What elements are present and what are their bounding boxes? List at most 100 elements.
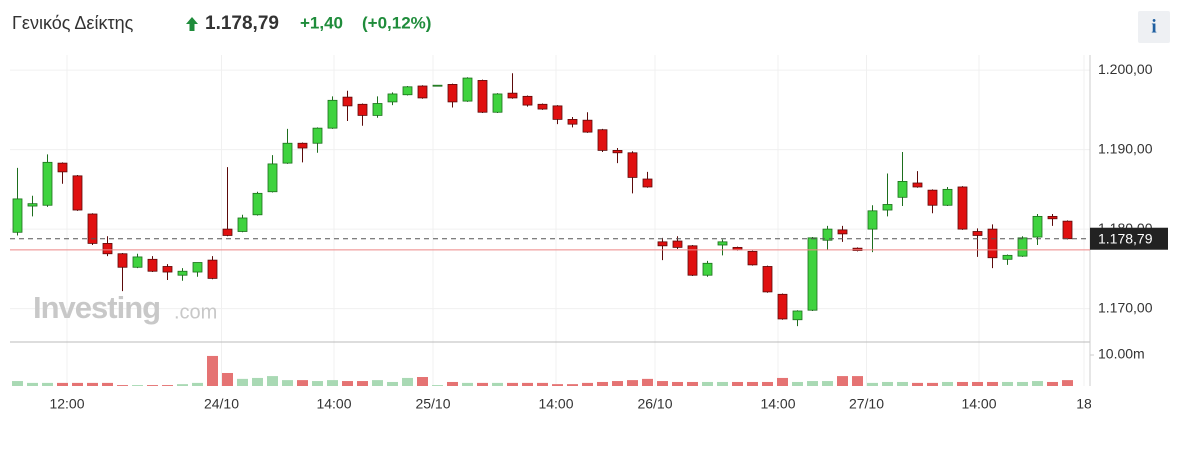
candle-body: [387, 93, 398, 103]
candle-body: [72, 175, 83, 211]
volume-bar: [447, 381, 458, 386]
candle-body: [597, 129, 608, 151]
volume-bar: [867, 382, 878, 386]
candle-body: [867, 210, 878, 230]
candle-body: [207, 259, 218, 279]
volume-bar: [612, 381, 623, 386]
volume-bar: [117, 385, 128, 386]
volume-bar: [282, 380, 293, 386]
volume-bar: [432, 385, 443, 386]
candle-body: [342, 96, 353, 107]
candle-body: [942, 188, 953, 206]
candle-body: [132, 256, 143, 268]
candle-body: [687, 245, 698, 276]
candle-body: [147, 258, 158, 272]
candle-body: [537, 103, 548, 110]
candle-body: [522, 95, 533, 106]
candle-body: [402, 86, 413, 96]
volume-bar: [972, 381, 983, 386]
candle-body: [477, 80, 488, 113]
x-tick-label: 14:00: [538, 396, 573, 412]
volume-bar: [72, 382, 83, 386]
candle-body: [612, 150, 623, 154]
volume-bar: [132, 385, 143, 386]
volume-bar: [837, 376, 848, 386]
volume-bar: [147, 385, 158, 386]
volume-bar: [222, 372, 233, 386]
volume-bar: [672, 381, 683, 386]
info-icon[interactable]: i: [1151, 16, 1156, 37]
volume-bar: [642, 378, 653, 386]
volume-bar: [1047, 381, 1058, 386]
volume-bar: [627, 380, 638, 386]
candle-body: [882, 204, 893, 211]
volume-bar: [492, 382, 503, 386]
volume-bar: [717, 381, 728, 386]
volume-bar: [207, 355, 218, 386]
volume-bar: [102, 382, 113, 386]
candle-body: [1017, 237, 1028, 257]
volume-bar: [402, 377, 413, 386]
y-tick-label: 1.190,00: [1098, 140, 1153, 156]
volume-bar: [762, 381, 773, 386]
volume-bar: [897, 381, 908, 386]
x-tick-label: 14:00: [961, 396, 996, 412]
candle-body: [222, 228, 233, 236]
volume-bar: [87, 382, 98, 386]
volume-bar: [912, 382, 923, 386]
x-tick-label: 14:00: [760, 396, 795, 412]
volume-bar: [582, 382, 593, 386]
candle-body: [507, 92, 518, 99]
volume-bar: [567, 384, 578, 386]
index-name: Γενικός Δείκτης: [12, 13, 134, 33]
volume-bar: [507, 382, 518, 386]
candle-body: [432, 84, 443, 87]
candle-body: [747, 250, 758, 266]
volume-bar: [462, 382, 473, 386]
candle-body: [237, 217, 248, 232]
up-arrow: [186, 17, 198, 31]
price: 1.178,79: [205, 13, 279, 34]
candle-body: [927, 189, 938, 206]
y-tick-label: 1.200,00: [1098, 61, 1153, 77]
volume-bar: [387, 381, 398, 386]
volume-bar: [732, 381, 743, 386]
candle-body: [42, 161, 53, 206]
candle-body: [912, 182, 923, 188]
volume-bar: [12, 381, 23, 386]
candle-body: [192, 262, 203, 273]
volume-bar: [747, 381, 758, 386]
candle-body: [582, 119, 593, 133]
volume-bar: [1002, 381, 1013, 386]
candle-body: [357, 103, 368, 116]
watermark: Investing: [33, 290, 160, 325]
volume-bar: [537, 382, 548, 386]
volume-bar: [882, 381, 893, 386]
candle-body: [27, 203, 38, 207]
candle-body: [462, 77, 473, 102]
volume-bar: [477, 382, 488, 386]
candle-body: [282, 142, 293, 164]
volume-bar: [177, 384, 188, 386]
volume-bar: [657, 381, 668, 386]
candle-body: [372, 103, 383, 116]
candle-body: [792, 310, 803, 321]
x-tick-label: 14:00: [316, 396, 351, 412]
candle-body: [267, 163, 278, 193]
change-pct: (+0,12%): [362, 13, 431, 32]
candle-body: [117, 253, 128, 268]
volume-bar: [792, 381, 803, 386]
volume-bar: [237, 378, 248, 386]
candle-body: [807, 237, 818, 311]
candle-body: [57, 162, 68, 173]
volume-bar: [777, 377, 788, 386]
info-button[interactable]: [1138, 11, 1170, 43]
volume-bar: [522, 382, 533, 386]
candle-body: [447, 84, 458, 103]
last-price-tag: [1090, 227, 1168, 250]
volume-bar: [162, 385, 173, 386]
volume-bar: [27, 382, 38, 386]
x-axis-labels: 12:00 24/10 14:00 25/10 14:00 26/10 14:00 27/10…: [49, 396, 1091, 412]
